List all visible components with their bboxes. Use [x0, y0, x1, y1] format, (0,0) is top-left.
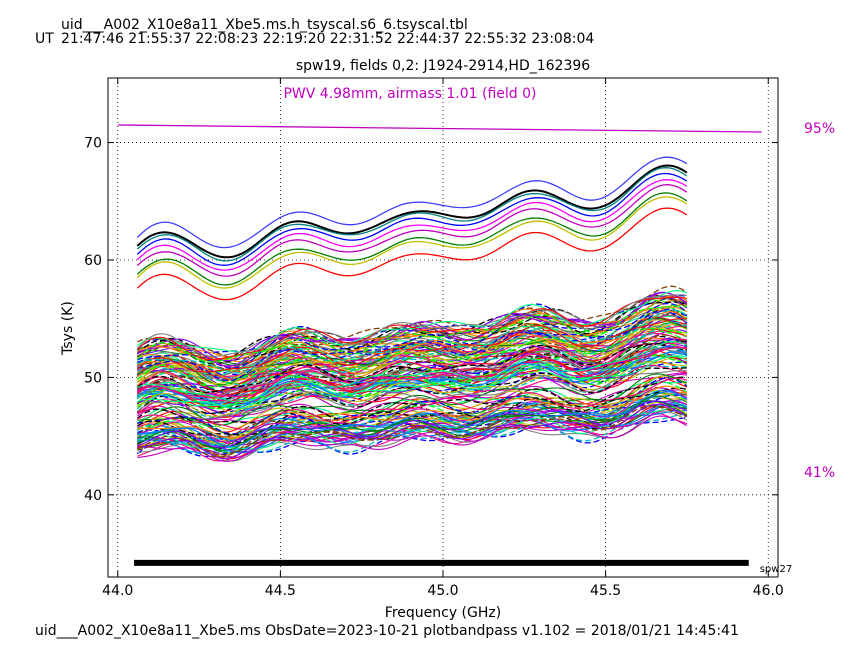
series-line	[137, 377, 688, 430]
y-tick-label: 50	[84, 370, 102, 386]
series-line	[137, 400, 687, 449]
series-line	[136, 327, 687, 388]
atm-transmission	[117, 124, 762, 133]
ut-time: 22:44:37	[397, 31, 460, 47]
axis-ticks: 44.0 44.5 45.0 45.5 46.0 40 50 60 70	[84, 78, 784, 599]
ut-time: 22:31:52	[330, 31, 393, 47]
series-line	[137, 310, 688, 382]
ut-time: 23:08:04	[531, 31, 594, 47]
series-line	[136, 325, 687, 380]
upper-series-line	[136, 172, 688, 266]
upper-series-group	[136, 156, 688, 301]
x-tick-label: 45.5	[590, 583, 621, 599]
series-line	[136, 327, 687, 385]
pwv-annotation: PWV 4.98mm, airmass 1.01 (field 0)	[283, 86, 536, 102]
series-line	[136, 301, 687, 365]
ut-time: 21:55:37	[128, 31, 191, 47]
spw-bar-group: spw27	[134, 559, 792, 575]
ut-time: 22:08:23	[195, 31, 258, 47]
series-line	[137, 408, 688, 458]
x-axis-label: Frequency (GHz)	[385, 605, 501, 621]
series-line	[136, 324, 688, 379]
ut-time: 22:55:32	[464, 31, 527, 47]
series-line	[136, 353, 687, 410]
y-tick-label: 40	[84, 488, 102, 504]
series-line	[137, 302, 688, 369]
series-line	[137, 401, 688, 450]
series-line	[137, 387, 688, 443]
series-line	[136, 296, 687, 361]
upper-series-line	[136, 192, 688, 286]
lower-series-group	[136, 285, 688, 462]
series-line	[137, 412, 688, 462]
series-line	[137, 309, 688, 374]
series-line	[137, 401, 688, 446]
upper-series-line	[136, 179, 688, 271]
series-line	[137, 415, 688, 462]
series-line	[136, 318, 687, 373]
x-tick-label: 44.5	[265, 583, 296, 599]
series-line	[136, 305, 687, 363]
series-line	[136, 354, 687, 408]
atm-bottom-label: 41%	[804, 465, 835, 481]
series-line	[137, 364, 687, 423]
series-line	[136, 290, 688, 353]
upper-series-line	[136, 207, 688, 301]
series-line	[137, 375, 688, 430]
series-line	[137, 405, 688, 458]
chart-title: spw19, fields 0,2: J1924-2914,HD_162396	[296, 58, 590, 74]
y-tick-label: 60	[84, 253, 102, 269]
upper-series-line	[136, 167, 688, 262]
upper-series-line	[136, 196, 688, 289]
y-axis-label: Tsys (K)	[60, 301, 76, 356]
ut-time: 22:19:20	[263, 31, 326, 47]
x-tick-label: 46.0	[753, 583, 784, 599]
series-line	[137, 391, 688, 441]
series-line	[137, 340, 688, 403]
series-line	[136, 369, 687, 420]
series-line	[137, 403, 688, 454]
upper-series-line	[136, 164, 688, 259]
series-line	[136, 361, 687, 417]
series-line	[137, 389, 688, 448]
ut-label: UT	[35, 31, 54, 47]
series-line	[136, 294, 687, 357]
series-line	[137, 405, 688, 456]
series-line	[137, 292, 688, 368]
series-line	[137, 311, 688, 381]
upper-series-line	[136, 184, 688, 277]
atm-top-label: 95%	[804, 121, 835, 137]
x-tick-label: 45.0	[427, 583, 458, 599]
ut-times: 21:47:46 21:55:37 22:08:23 22:19:20 22:31:52…	[61, 31, 594, 47]
y-tick-label: 70	[84, 136, 102, 152]
series-line	[137, 355, 688, 410]
series-line	[136, 340, 687, 393]
atm-line	[117, 124, 762, 133]
ut-time: 21:47:46	[61, 31, 124, 47]
series-line	[137, 334, 688, 395]
series-line	[136, 347, 687, 398]
series-line	[137, 319, 688, 390]
x-tick-label: 44.0	[102, 583, 133, 599]
spw-bar-label: spw27	[760, 564, 792, 575]
footer-text: uid___A002_X10e8a11_Xbe5.ms ObsDate=2023…	[35, 623, 739, 639]
table-name: uid___A002_X10e8a11_Xbe5.ms.h_tsyscal.s6…	[61, 17, 468, 33]
series-line	[137, 346, 688, 398]
upper-series-line	[136, 156, 688, 249]
